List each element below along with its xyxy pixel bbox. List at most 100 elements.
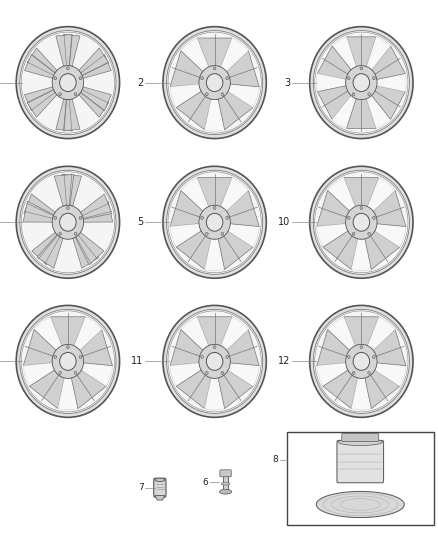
Polygon shape xyxy=(317,224,348,247)
Polygon shape xyxy=(218,370,253,409)
Ellipse shape xyxy=(60,74,76,92)
Ellipse shape xyxy=(352,372,355,374)
Polygon shape xyxy=(170,84,201,108)
Polygon shape xyxy=(367,95,391,128)
Polygon shape xyxy=(176,91,211,130)
Polygon shape xyxy=(73,235,99,268)
Polygon shape xyxy=(317,190,350,227)
Polygon shape xyxy=(328,177,355,211)
Ellipse shape xyxy=(221,93,224,95)
Ellipse shape xyxy=(221,372,224,374)
Text: 12: 12 xyxy=(278,357,290,366)
Polygon shape xyxy=(332,37,356,70)
Polygon shape xyxy=(373,190,406,227)
Polygon shape xyxy=(367,37,391,70)
Polygon shape xyxy=(58,378,78,410)
Polygon shape xyxy=(218,231,253,270)
Ellipse shape xyxy=(213,67,216,70)
Ellipse shape xyxy=(206,74,223,92)
Ellipse shape xyxy=(67,346,69,349)
Polygon shape xyxy=(79,90,109,117)
Polygon shape xyxy=(318,86,351,119)
Polygon shape xyxy=(170,51,203,87)
Ellipse shape xyxy=(52,344,84,378)
Ellipse shape xyxy=(368,232,371,235)
Ellipse shape xyxy=(373,216,375,219)
Ellipse shape xyxy=(346,205,377,239)
Ellipse shape xyxy=(213,207,216,209)
Ellipse shape xyxy=(310,27,413,139)
Polygon shape xyxy=(75,232,104,265)
Ellipse shape xyxy=(166,170,263,274)
Ellipse shape xyxy=(201,77,203,79)
Polygon shape xyxy=(317,329,350,366)
Ellipse shape xyxy=(74,93,77,95)
Polygon shape xyxy=(371,46,405,79)
Polygon shape xyxy=(23,329,56,366)
Polygon shape xyxy=(37,235,63,268)
Polygon shape xyxy=(181,317,208,350)
Ellipse shape xyxy=(52,66,84,100)
Polygon shape xyxy=(332,95,356,128)
Polygon shape xyxy=(344,317,379,346)
Polygon shape xyxy=(24,194,55,219)
Text: 8: 8 xyxy=(272,455,278,464)
Ellipse shape xyxy=(54,77,57,79)
Ellipse shape xyxy=(201,356,203,358)
Ellipse shape xyxy=(16,27,120,139)
Polygon shape xyxy=(197,177,232,207)
Ellipse shape xyxy=(59,93,61,95)
Polygon shape xyxy=(367,317,395,350)
Polygon shape xyxy=(50,317,85,346)
Polygon shape xyxy=(25,87,55,111)
Ellipse shape xyxy=(373,356,375,358)
Ellipse shape xyxy=(347,216,350,219)
Text: 7: 7 xyxy=(139,483,145,492)
Ellipse shape xyxy=(21,172,114,273)
Polygon shape xyxy=(228,224,259,247)
Polygon shape xyxy=(27,90,57,117)
FancyBboxPatch shape xyxy=(220,470,231,477)
Ellipse shape xyxy=(226,356,229,358)
Polygon shape xyxy=(71,370,106,409)
Ellipse shape xyxy=(74,232,77,235)
Polygon shape xyxy=(176,370,211,409)
Polygon shape xyxy=(346,37,376,67)
Polygon shape xyxy=(54,174,74,206)
Ellipse shape xyxy=(347,356,350,358)
Polygon shape xyxy=(365,231,400,270)
Ellipse shape xyxy=(219,489,232,494)
Text: 2: 2 xyxy=(137,78,143,87)
Polygon shape xyxy=(367,177,395,211)
Polygon shape xyxy=(62,174,81,206)
Ellipse shape xyxy=(54,356,57,358)
FancyBboxPatch shape xyxy=(342,433,379,441)
Ellipse shape xyxy=(20,309,116,414)
Text: 3: 3 xyxy=(284,78,290,87)
Ellipse shape xyxy=(315,311,408,412)
Ellipse shape xyxy=(201,216,203,219)
Ellipse shape xyxy=(347,77,350,79)
Ellipse shape xyxy=(52,205,84,239)
Polygon shape xyxy=(221,38,248,71)
Polygon shape xyxy=(228,84,259,108)
Ellipse shape xyxy=(360,207,363,209)
Polygon shape xyxy=(365,370,400,409)
Polygon shape xyxy=(34,317,62,350)
Polygon shape xyxy=(226,329,259,366)
Ellipse shape xyxy=(59,372,61,374)
Polygon shape xyxy=(81,363,113,386)
Ellipse shape xyxy=(373,77,375,79)
Ellipse shape xyxy=(20,30,116,135)
Ellipse shape xyxy=(313,309,410,414)
Ellipse shape xyxy=(166,309,263,414)
Polygon shape xyxy=(318,46,351,79)
Polygon shape xyxy=(317,74,346,92)
Polygon shape xyxy=(226,190,259,227)
Ellipse shape xyxy=(54,216,57,219)
Polygon shape xyxy=(197,38,232,67)
Polygon shape xyxy=(64,34,80,66)
Ellipse shape xyxy=(166,30,263,135)
Ellipse shape xyxy=(60,352,76,370)
Ellipse shape xyxy=(199,205,230,239)
